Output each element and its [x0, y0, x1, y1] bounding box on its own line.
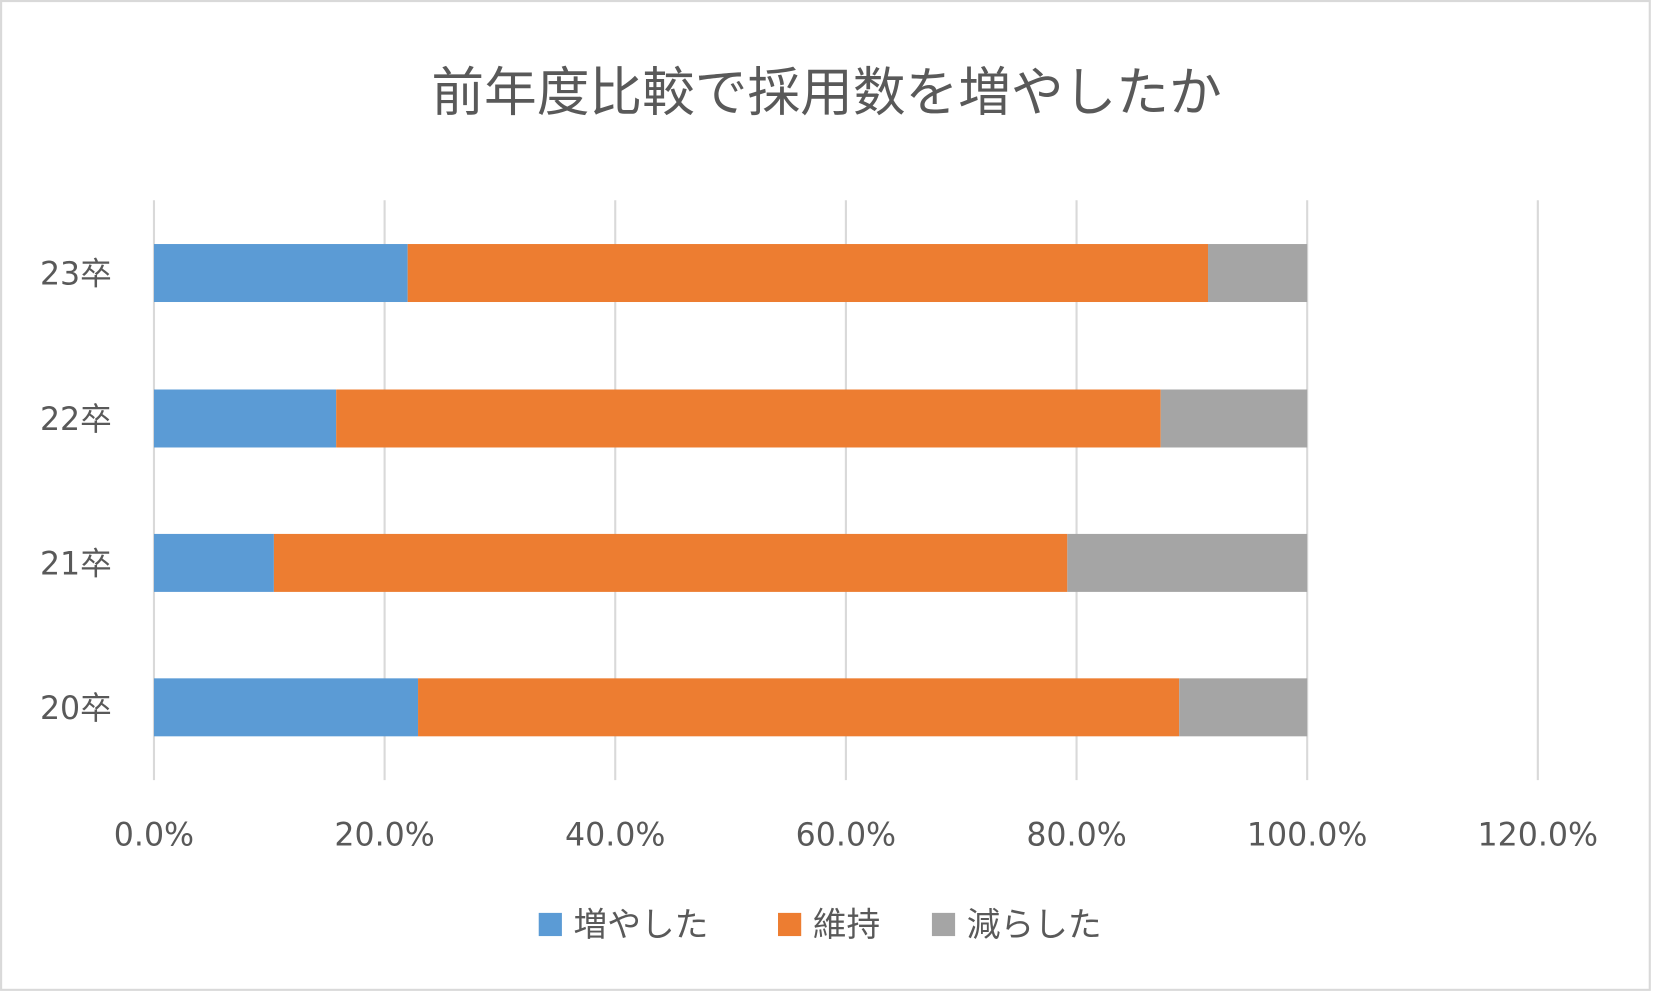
- x-tick-label: 20.0%: [334, 817, 434, 853]
- bar-20卒-減らした: [1179, 678, 1308, 737]
- x-tick-label: 40.0%: [565, 817, 665, 853]
- x-tick-label: 60.0%: [796, 817, 896, 853]
- bar-23卒-増やした: [153, 244, 408, 303]
- y-category-label: 23卒: [40, 257, 112, 293]
- y-category-label: 21卒: [40, 547, 112, 583]
- bar-20卒-維持: [418, 678, 1180, 737]
- x-tick-label: 100.0%: [1247, 817, 1368, 853]
- x-tick-label: 80.0%: [1026, 817, 1126, 853]
- legend-label: 減らした: [967, 905, 1102, 944]
- x-tick-label: 0.0%: [114, 817, 194, 853]
- legend-swatch: [931, 912, 956, 937]
- chart-title: 前年度比較で採用数を増やしたか: [431, 63, 1221, 124]
- bar-22卒-維持: [336, 389, 1161, 448]
- bar-22卒-増やした: [153, 389, 337, 448]
- bar-21卒-増やした: [153, 533, 274, 592]
- bar-23卒-減らした: [1208, 244, 1308, 303]
- x-tick-label: 120.0%: [1478, 817, 1599, 853]
- legend-label: 維持: [813, 905, 880, 944]
- bar-21卒-維持: [273, 533, 1068, 592]
- y-category-label: 20卒: [40, 691, 112, 727]
- y-category-label: 22卒: [40, 402, 112, 438]
- bar-20卒-増やした: [153, 678, 419, 737]
- bar-22卒-減らした: [1160, 389, 1308, 448]
- legend-swatch: [538, 912, 562, 937]
- bar-21卒-減らした: [1067, 533, 1308, 592]
- legend-swatch: [778, 912, 802, 937]
- bar-23卒-維持: [407, 244, 1209, 303]
- legend-label: 増やした: [574, 905, 709, 944]
